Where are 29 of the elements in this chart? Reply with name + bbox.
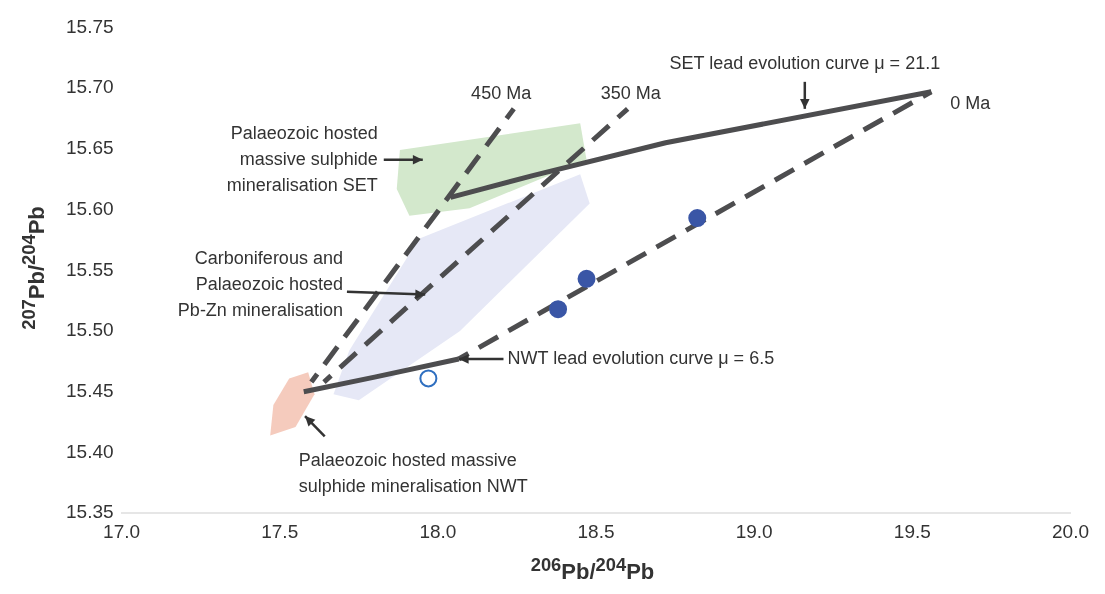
x-tick-label: 19.0 [735, 520, 773, 542]
y-tick-label: 15.40 [66, 440, 114, 462]
y-tick-label: 15.55 [66, 258, 114, 280]
annotation: Palaeozoic hosted massive sulphide mineralisation SET [226, 122, 378, 195]
y-tick-label: 15.75 [66, 15, 114, 37]
point [549, 300, 568, 319]
annotation: 0 Ma [950, 92, 992, 113]
x-tick-label: 20.0 [1052, 520, 1089, 542]
annotation: Palaeozoic hosted massive sulphide mineralisation NWT [298, 450, 528, 497]
x-tick-label: 17.0 [103, 520, 141, 542]
y-tick-label: 15.35 [66, 501, 114, 523]
y-tick-label: 15.65 [66, 137, 114, 159]
annotation: NWT lead evolution curve μ = 6.5 [507, 347, 775, 368]
x-tick-label: 18.5 [577, 520, 615, 542]
y-tick-label: 15.70 [66, 76, 114, 98]
point [577, 269, 596, 288]
x-axis-title: $^{206}$Pb/$^{204}$Pb [529, 554, 656, 586]
point [419, 369, 438, 388]
y-tick-label: 15.45 [66, 379, 114, 401]
annotation: 350 Ma [600, 83, 662, 104]
y-tick-label: 15.60 [66, 197, 114, 219]
annotation: Carboniferous and Palaeozoic hosted Pb-Zn mineralisation [177, 247, 343, 320]
x-tick-label: 19.5 [893, 520, 931, 542]
point [688, 209, 707, 228]
x-tick-label: 17.5 [261, 520, 299, 542]
annotation: 450 Ma [471, 83, 533, 104]
y-tick-label: 15.50 [66, 319, 114, 341]
annotation: SET lead evolution curve μ = 21.1 [669, 52, 941, 73]
x-tick-label: 18.0 [419, 520, 457, 542]
